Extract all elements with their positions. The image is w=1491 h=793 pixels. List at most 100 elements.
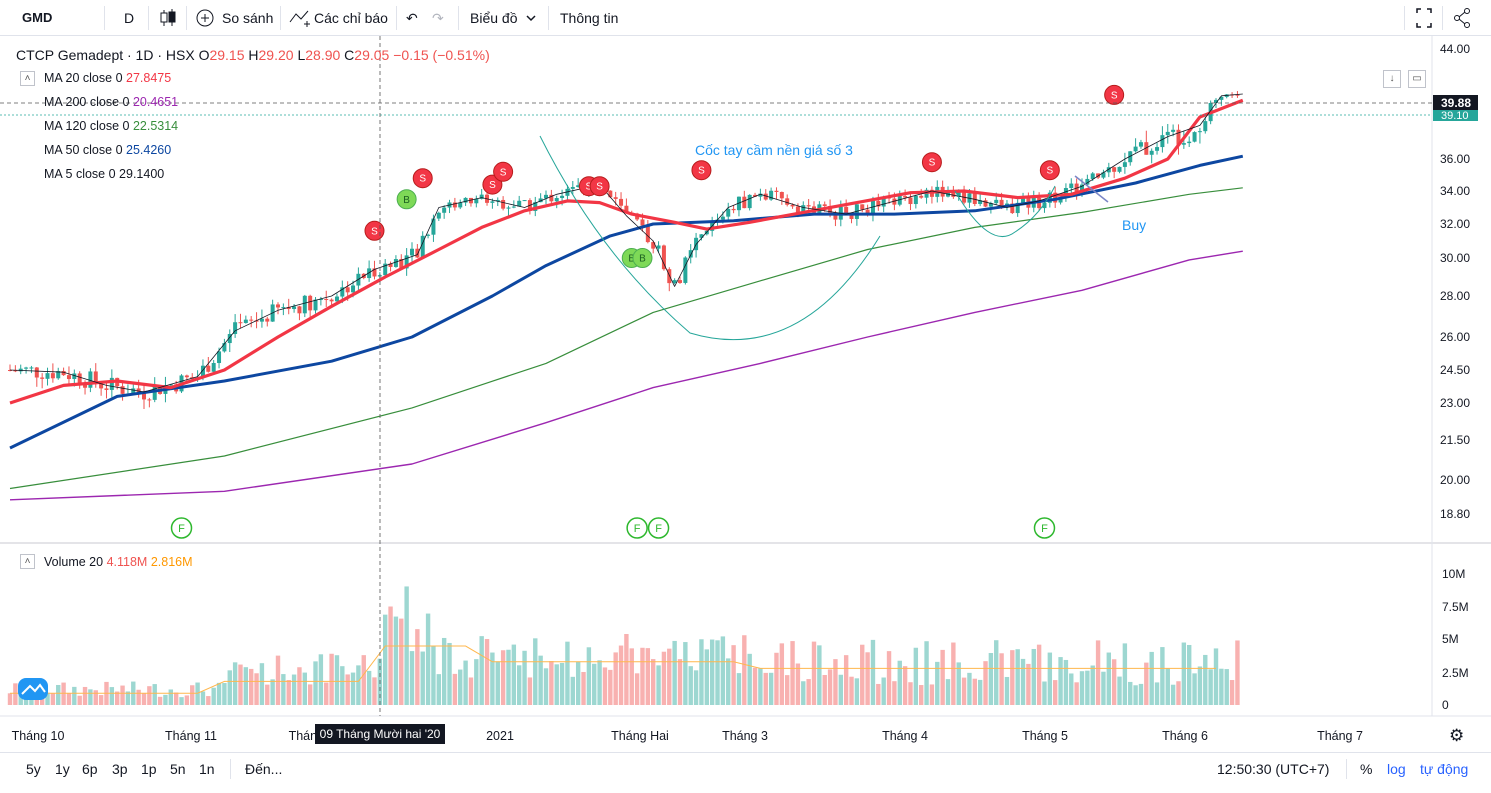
indicators-icon[interactable] [288,0,312,36]
range-5y[interactable]: 5y [26,761,41,777]
indicator-row[interactable]: MA 5 close 0 29.1400 [44,167,164,181]
fullscreen-icon[interactable] [1414,0,1434,36]
log-toggle[interactable]: log [1387,761,1406,777]
divider [1346,759,1347,779]
redo-icon[interactable]: ↷ [432,10,444,26]
maximize-pane-icon[interactable]: ▭ [1408,70,1426,88]
collapse-volume-icon[interactable]: ˄ [20,554,35,569]
time-tick-label: Tháng 10 [12,729,65,743]
volume-bar [527,677,533,705]
volume-bar [554,664,559,705]
indicator-row[interactable]: MA 120 close 0 22.5314 [44,119,178,133]
candle-body [865,209,870,216]
candle-body [897,196,902,205]
volume-bar [168,689,173,705]
volume-bar [720,636,726,705]
share-icon[interactable] [1452,0,1472,36]
indicator-row[interactable]: MA 50 close 0 25.4260 [44,143,171,157]
volume-bar [838,674,843,705]
goto-date-button[interactable]: Đến... [245,761,283,777]
volume-bar [436,674,441,705]
candle-body [1235,94,1240,96]
indicator-row[interactable]: MA 200 close 0 20.4651 [44,95,178,109]
candle-body [565,188,570,196]
signal-label: S [371,226,378,237]
candle-body [8,370,12,371]
range-3p[interactable]: 3p [112,761,128,777]
ma5-line [9,93,1243,393]
range-6p[interactable]: 6p [82,761,98,777]
candle-body [913,195,918,205]
range-1y[interactable]: 1y [55,761,70,777]
candle-body [1063,188,1068,198]
volume-bar [136,689,141,705]
volume-bar [1047,652,1053,705]
percent-toggle[interactable]: % [1360,761,1373,777]
range-1p[interactable]: 1p [141,761,157,777]
range-5n[interactable]: 5n [170,761,186,777]
auto-toggle[interactable]: tự động [1420,761,1469,777]
candle-body [806,205,811,207]
candle-body [795,206,800,214]
volume-bar [291,674,297,705]
symbol-button[interactable]: GMD [22,10,53,25]
range-1n[interactable]: 1n [199,761,215,777]
volume-bar [731,645,736,705]
sell-signal [482,174,503,195]
candle-body [1080,184,1084,194]
candle-body [415,248,420,258]
volume-bar [152,684,157,705]
candle-body [554,198,559,202]
volume-bar [227,670,232,705]
scroll-down-icon[interactable]: ↓ [1383,70,1401,88]
volume-bar [1208,669,1213,705]
volume-bar [618,645,624,705]
volume-bar [1031,648,1036,705]
volume-bar [157,696,163,705]
undo-icon[interactable]: ↶ [406,10,418,26]
candle-body [876,200,881,207]
volume-bar [860,644,865,705]
compare-plus-icon[interactable] [196,0,216,36]
info-button[interactable]: Thông tin [560,10,619,26]
signal-label: S [929,158,936,169]
volume-bar [313,661,318,705]
compare-button[interactable]: So sánh [222,10,274,26]
chart-menu-button[interactable]: Biểu đồ [470,10,518,26]
sell-signal [412,168,433,189]
volume-bar [559,662,565,705]
indicators-button[interactable]: Các chỉ báo [314,10,388,26]
volume-bar [1176,681,1181,705]
volume-bar [951,642,956,705]
candle-body [77,373,82,385]
candle-body [667,269,672,284]
candle-style-icon[interactable] [158,0,178,36]
volume-ma-line [10,645,1216,694]
candle-body [544,194,548,199]
ohlc-key: H [244,47,259,63]
crosshair-date-badge [315,724,445,744]
volume-bar [688,666,693,705]
volume-bar [1197,666,1203,705]
volume-bar [1042,681,1047,705]
volume-bar [586,647,592,705]
sell-signal [493,161,514,182]
volume-bar [549,661,554,705]
candle-body [324,299,329,301]
indicator-label: MA 5 close 0 [44,167,120,181]
candle-body [265,318,270,322]
volume-bar [881,677,886,705]
collapse-legend-icon[interactable]: ˄ [20,71,35,86]
candle-body [1176,129,1181,145]
volume-bar [1026,663,1031,705]
interval-button[interactable]: D [124,10,135,26]
event-label: F [1041,523,1048,535]
indicator-row[interactable]: MA 20 close 0 27.8475 [44,71,171,85]
volume-bar [345,674,350,705]
candle-body [511,206,516,208]
price-chart[interactable]: 44.0038.0036.0034.0032.0030.0028.0026.00… [0,36,1491,752]
volume-bar [506,649,511,705]
ohlc-key: O [198,47,210,63]
candle-body [383,263,388,276]
price-tick-label: 32.00 [1440,217,1470,231]
